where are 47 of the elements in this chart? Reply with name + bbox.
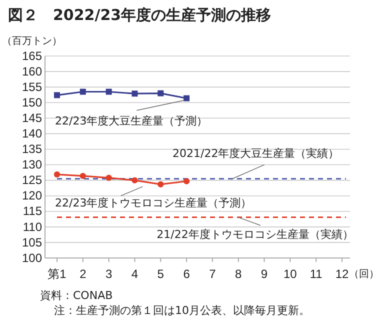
x-tick-label: 10	[284, 267, 298, 282]
point	[183, 178, 190, 184]
x-tick-label: 4	[131, 267, 138, 282]
ref-line-label: 21/22年度トウモロコシ生産量（実績）	[156, 228, 354, 241]
x-tick-label: 5	[157, 267, 164, 282]
series-label: 22/23年度大豆生産量（予測）	[55, 114, 208, 128]
y-tick-label: 150	[22, 95, 42, 110]
series-label: 22/23年度トウモロコシ生産量（予測）	[55, 196, 252, 210]
y-tick-label: 100	[22, 250, 42, 265]
point	[106, 88, 112, 95]
point	[80, 172, 86, 180]
point	[80, 88, 86, 95]
x-tick-label: 3	[105, 267, 112, 282]
chart-title: 図２ 2022/23年度の生産予測の推移	[8, 6, 272, 24]
y-tick-label: 115	[22, 204, 42, 218]
y-tick-label: 155	[22, 80, 42, 94]
x-axis-title: （回）	[349, 269, 379, 280]
x-tick-label: 11	[310, 267, 323, 282]
y-tick-label: 120	[22, 188, 42, 203]
text: 注：生産予測の第１回は10月公表、以降毎月更新。	[54, 304, 310, 317]
text: 資料：CONAB	[40, 289, 113, 302]
point	[132, 177, 138, 184]
y-tick-label: 145	[22, 110, 42, 125]
y-tick-label: 105	[22, 235, 42, 250]
x-tick-label: 8	[235, 267, 242, 282]
y-tick-label: 160	[22, 64, 42, 78]
point	[158, 181, 164, 188]
x-tick-label: 6	[183, 267, 190, 282]
x-tick-label: 7	[209, 267, 216, 282]
x-tick-label: 12	[335, 267, 349, 282]
x-tick-label: 2	[80, 267, 87, 282]
x-tick-label: 9	[260, 267, 268, 282]
y-tick-label: 140	[22, 126, 42, 141]
point	[54, 92, 60, 98]
point	[158, 90, 164, 96]
y-tick-label: 165	[22, 48, 42, 63]
point	[106, 174, 112, 181]
y-tick-label: 125	[22, 173, 42, 188]
x-tick-label: 第1	[48, 267, 67, 282]
point	[132, 90, 138, 97]
y-tick-label: 130	[22, 158, 42, 172]
point	[184, 95, 190, 102]
point	[54, 171, 60, 178]
ref-line-label: 2021/22年度大豆生産量（実績）	[172, 147, 340, 160]
y-tick-label: 110	[22, 220, 42, 234]
y-tick-label: 135	[22, 142, 42, 156]
y-axis-title: （百万トン）	[2, 36, 62, 47]
